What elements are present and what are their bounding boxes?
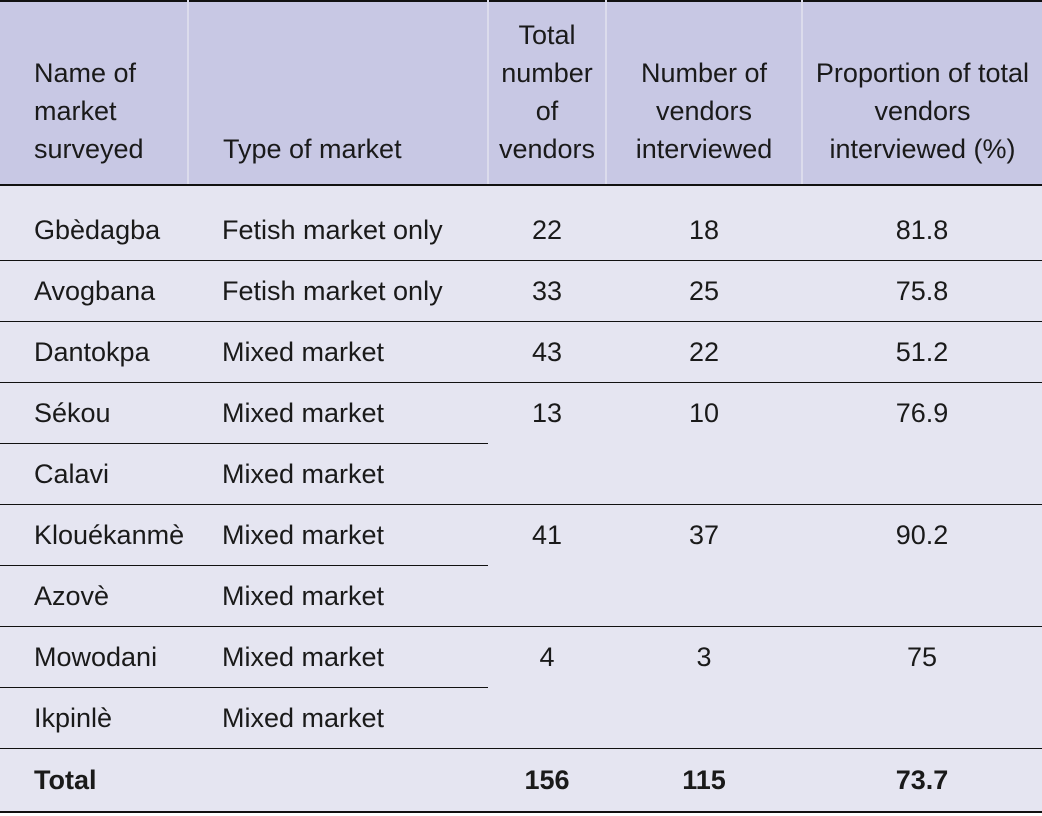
proportion-interviewed: 81.8: [802, 200, 1042, 261]
proportion-interviewed: 75: [906, 642, 938, 672]
proportion-interviewed: 90.2: [802, 504, 1042, 627]
total-vendors: 22: [488, 200, 606, 261]
header-name: Name of market surveyed: [0, 0, 189, 186]
total-proportion: 73.7: [802, 748, 1042, 813]
table-row: Azovè Mixed market: [0, 565, 1042, 627]
vendors-interviewed: 25: [606, 260, 802, 322]
market-name: Klouékanmè: [0, 504, 188, 566]
market-type: Fetish market only: [188, 200, 488, 261]
total-vendors: 33: [488, 260, 606, 322]
proportion-interviewed: 75.8: [802, 260, 1042, 322]
market-type: Mixed market: [188, 565, 488, 627]
market-name: Ikpinlè: [34, 703, 113, 733]
market-type: Mixed market: [188, 443, 488, 505]
total-label: Total: [0, 748, 188, 813]
market-name: Dantokpa: [0, 321, 188, 383]
market-name: Calavi: [0, 443, 188, 505]
body-spacer: [0, 185, 1042, 200]
header-vendors-interviewed: Number of vendors interviewed: [606, 0, 803, 186]
vendors-interviewed: 3: [696, 642, 712, 672]
market-type: Mixed market: [188, 382, 488, 444]
total-row: Total 156 115 73.7: [0, 748, 1042, 813]
total-vendors: 41: [488, 504, 606, 627]
table-row: Dantokpa Mixed market 43 22 51.2: [0, 321, 1042, 383]
market-type: Mixed market: [222, 703, 385, 733]
header-row: Name of market surveyed Type of market T…: [0, 0, 1042, 186]
market-name: Azovè: [0, 565, 188, 627]
market-name: Mowodani: [0, 626, 188, 688]
table-row: Klouékanmè Mixed market 41 37 90.2: [0, 504, 1042, 627]
header-type: Type of market: [188, 0, 489, 186]
table-row: Ikpinlè Mixed market: [0, 688, 1042, 749]
total-vendors-sum: 156: [488, 748, 606, 813]
total-vendors: 43: [488, 321, 606, 383]
table-row: Calavi Mixed market: [0, 443, 1042, 505]
market-name: Gbèdagba: [0, 200, 188, 261]
header-proportion: Proportion of total vendors interviewed …: [802, 0, 1042, 186]
proportion-interviewed: 76.9: [802, 382, 1042, 505]
total-vendors: 13: [488, 382, 606, 505]
header-total-vendors: Total number of vendors: [488, 0, 607, 186]
table-row: Mowodani Mixed market 4 3 75: [0, 626, 1042, 688]
total-type-empty: [188, 748, 488, 813]
market-type: Mixed market: [188, 504, 488, 566]
total-interviewed-sum: 115: [606, 748, 802, 813]
vendors-interviewed: 37: [606, 504, 802, 627]
market-type: Mixed market: [188, 626, 488, 688]
proportion-interviewed: 51.2: [802, 321, 1042, 383]
market-name: Sékou: [0, 382, 188, 444]
vendors-interviewed: 10: [606, 382, 802, 505]
table-row: Avogbana Fetish market only 33 25 75.8: [0, 260, 1042, 322]
table-row: Sékou Mixed market 13 10 76.9: [0, 382, 1042, 505]
vendors-interviewed: 18: [606, 200, 802, 261]
total-vendors: 4: [539, 642, 555, 672]
spacer-cell: [0, 185, 1042, 200]
market-type: Mixed market: [188, 321, 488, 383]
market-name: Avogbana: [0, 260, 188, 322]
table-body: Gbèdagba Fetish market only 22 18 81.8 A…: [0, 185, 1042, 813]
table-header: Name of market surveyed Type of market T…: [0, 0, 1042, 186]
market-type: Fetish market only: [188, 260, 488, 322]
vendors-interviewed: 22: [606, 321, 802, 383]
table-row: Gbèdagba Fetish market only 22 18 81.8: [0, 200, 1042, 261]
